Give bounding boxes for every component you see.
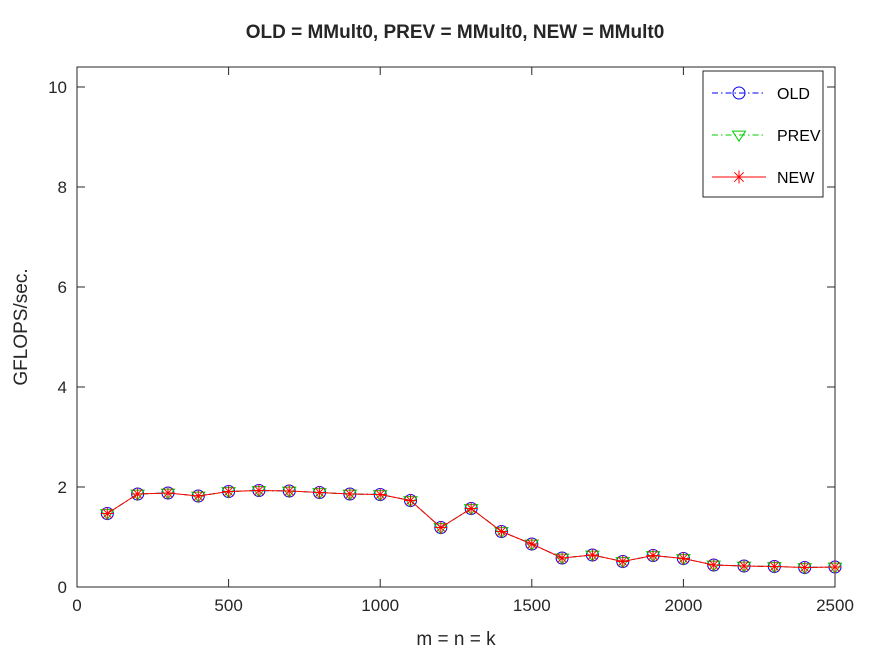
- series-new-point: [646, 549, 660, 562]
- legend-entry-prev: PREV: [712, 128, 821, 145]
- series-new-point: [737, 559, 751, 573]
- x-tick-label: 2500: [816, 596, 854, 615]
- series-new-point: [616, 555, 630, 568]
- series-new-point: [464, 502, 478, 515]
- series-new-point: [313, 486, 327, 499]
- series-new-point: [131, 487, 145, 501]
- x-tick-label: 1500: [513, 596, 551, 615]
- y-tick-label: 10: [48, 78, 67, 97]
- series-new-point: [100, 507, 114, 520]
- legend-marker-prev: [731, 130, 747, 143]
- y-tick-label: 6: [58, 278, 67, 297]
- series-new-point: [707, 558, 721, 572]
- legend-entry-new: NEW: [712, 170, 815, 187]
- series-new-point: [343, 487, 357, 501]
- series-new-point: [161, 486, 175, 500]
- series-new-point: [767, 560, 781, 573]
- legend-label-prev: PREV: [777, 128, 821, 145]
- x-tick-label: 1000: [361, 596, 399, 615]
- y-tick-label: 8: [58, 178, 67, 197]
- series-new-point: [585, 548, 599, 562]
- x-tick-label: 0: [72, 596, 81, 615]
- legend-entry-old: OLD: [712, 86, 810, 103]
- series-new-point: [555, 551, 569, 565]
- y-tick-label: 0: [58, 578, 67, 597]
- series-new-point: [828, 560, 842, 574]
- y-tick-label: 2: [58, 478, 67, 497]
- series-new-point: [798, 561, 812, 574]
- series-new-point: [282, 484, 296, 498]
- x-axis-label: m = n = k: [416, 629, 496, 650]
- y-axis-label: GFLOPS/sec.: [11, 268, 32, 385]
- chart-title: OLD = MMult0, PREV = MMult0, NEW = MMult…: [246, 22, 665, 43]
- series-new-point: [252, 484, 266, 497]
- legend-box: [702, 70, 824, 198]
- series-new-point: [373, 488, 387, 501]
- series-new-point: [404, 494, 418, 507]
- legend-label-new: NEW: [777, 170, 815, 187]
- x-tick-label: 500: [214, 596, 242, 615]
- series-new-point: [494, 525, 508, 538]
- series-new: [100, 484, 842, 574]
- y-tick-label: 4: [58, 378, 67, 397]
- legend-label-old: OLD: [777, 86, 810, 103]
- series-new-point: [525, 537, 539, 551]
- series-new-point: [434, 521, 448, 534]
- axis-ticks: 0 500 1000 1500 2000 2500 0 2 4 6 8 10: [48, 67, 854, 615]
- series-new-point: [191, 489, 205, 503]
- series-new-point: [676, 552, 690, 565]
- series-new-point: [222, 485, 236, 498]
- legend-marker-old: [732, 86, 746, 100]
- legend-marker-new: [732, 170, 746, 184]
- series-layer: [99, 484, 843, 575]
- x-tick-label: 2000: [664, 596, 702, 615]
- legend: OLD PREV NEW: [702, 70, 824, 198]
